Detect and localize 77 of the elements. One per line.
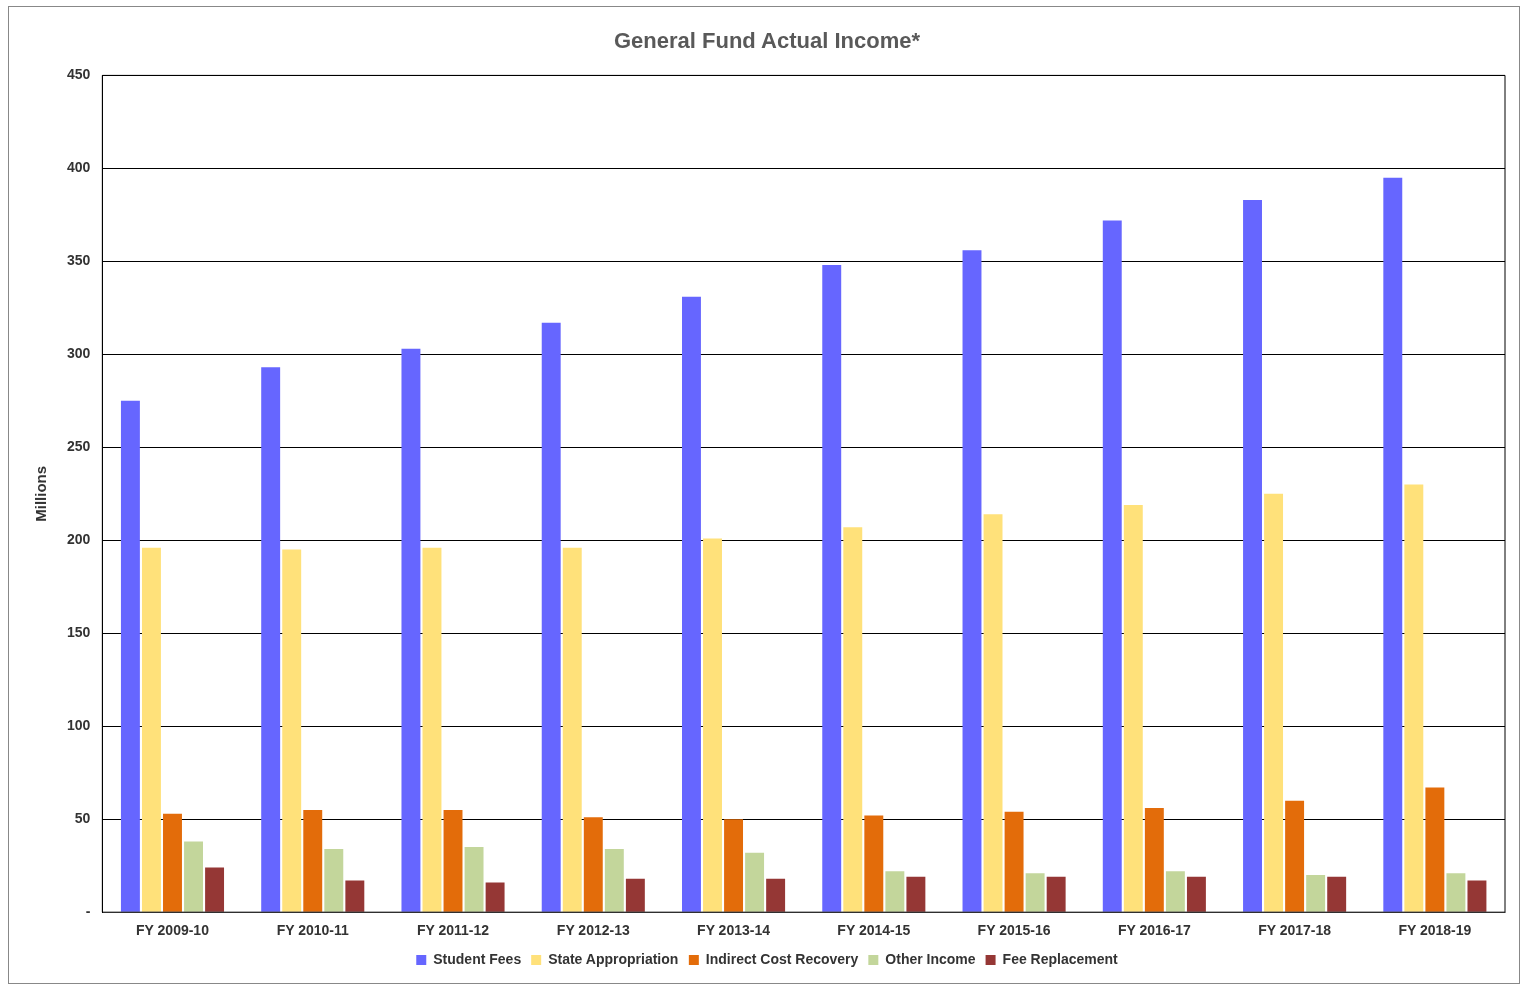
- bar: [1025, 873, 1045, 912]
- x-tick-label: FY 2012-13: [556, 922, 630, 939]
- bar: [282, 549, 302, 912]
- bar: [1446, 873, 1466, 912]
- bar: [345, 880, 365, 912]
- bar: [885, 871, 905, 912]
- x-tick-label: FY 2011-12: [416, 922, 490, 939]
- bar: [1306, 875, 1326, 912]
- bar: [724, 819, 744, 912]
- bar: [1046, 876, 1066, 912]
- y-tick-label: 450: [67, 66, 91, 83]
- x-tick-label: FY 2013-14: [697, 922, 771, 939]
- bar: [843, 527, 863, 912]
- bar: [583, 817, 603, 912]
- bar: [625, 878, 645, 912]
- x-tick-label: FY 2015-16: [977, 922, 1051, 939]
- bar: [906, 876, 926, 912]
- x-tick-label: FY 2009-10: [136, 922, 210, 939]
- y-tick-label: 350: [67, 252, 91, 269]
- x-tick-label: FY 2010-11: [276, 922, 350, 939]
- bar: [422, 547, 442, 912]
- y-tick-label: 400: [67, 159, 91, 176]
- bar: [141, 547, 161, 912]
- bar: [443, 809, 463, 912]
- bar: [485, 882, 505, 912]
- bar: [1383, 177, 1403, 912]
- y-tick-label: 50: [74, 810, 91, 827]
- bar: [1327, 876, 1347, 912]
- legend-label: Indirect Cost Recovery: [705, 950, 859, 967]
- bar: [205, 867, 225, 912]
- bar: [682, 296, 701, 912]
- y-axis-title: Millions: [32, 465, 50, 522]
- legend-label: Student Fees: [433, 950, 522, 967]
- bar: [1186, 876, 1206, 912]
- bar: [401, 348, 421, 912]
- bar: [120, 400, 140, 912]
- bar: [303, 809, 323, 912]
- bar: [1285, 800, 1305, 912]
- bar: [163, 813, 182, 912]
- bar: [604, 848, 624, 912]
- bar: [541, 322, 561, 912]
- x-tick-label: FY 2017-18: [1258, 922, 1332, 939]
- x-tick-label: FY 2014-15: [837, 922, 911, 939]
- bar: [1243, 199, 1262, 912]
- legend-label: Fee Replacement: [1002, 950, 1119, 967]
- legend-label: State Appropriation: [548, 950, 679, 967]
- bar: [983, 514, 1003, 912]
- y-tick-label: 300: [67, 345, 91, 362]
- x-tick-label: FY 2018-19: [1398, 922, 1472, 939]
- y-tick-label: 100: [67, 717, 91, 734]
- bar: [324, 848, 344, 912]
- bar: [766, 878, 786, 912]
- bar: [864, 815, 884, 912]
- bar: [1165, 871, 1185, 912]
- chart-title: General Fund Actual Income*: [613, 28, 921, 54]
- bar: [184, 841, 203, 912]
- bar: [1425, 787, 1445, 912]
- y-tick-label: 150: [67, 624, 91, 641]
- legend-label: Other Income: [885, 950, 976, 967]
- bar: [1404, 484, 1424, 912]
- bar: [1467, 880, 1487, 912]
- y-tick-label: 250: [67, 438, 91, 455]
- bar: [1144, 808, 1164, 912]
- bar: [962, 250, 982, 912]
- x-tick-label: FY 2016-17: [1117, 922, 1192, 939]
- bar: [822, 265, 842, 912]
- bar: [745, 852, 765, 912]
- bar: [464, 847, 484, 912]
- bar: [1102, 220, 1122, 912]
- bar: [1004, 811, 1024, 912]
- bar: [261, 367, 281, 912]
- bar: [562, 547, 582, 912]
- bar: [703, 538, 722, 912]
- bar: [1123, 504, 1143, 912]
- y-tick-label: -: [85, 903, 91, 920]
- bar: [1264, 493, 1284, 912]
- y-tick-label: 200: [67, 531, 91, 548]
